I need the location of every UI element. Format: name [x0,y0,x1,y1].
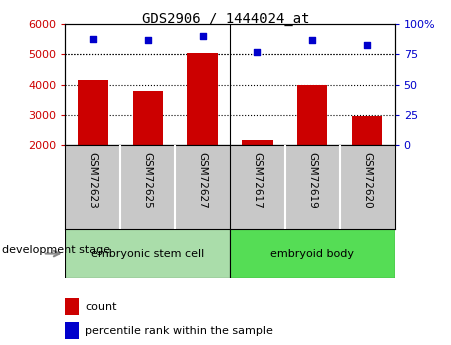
Text: count: count [85,302,117,312]
Text: GSM72619: GSM72619 [307,152,318,208]
Point [254,49,261,55]
Text: embryoid body: embryoid body [270,249,354,258]
Text: percentile rank within the sample: percentile rank within the sample [85,326,273,336]
Point [309,37,316,42]
Point [144,37,152,42]
Text: GSM72625: GSM72625 [143,152,153,208]
Bar [297,85,327,145]
Text: GSM72617: GSM72617 [253,152,262,208]
Text: GDS2906 / 1444024_at: GDS2906 / 1444024_at [142,12,309,26]
Bar [352,116,382,145]
Point [89,36,97,41]
Text: GSM72627: GSM72627 [198,152,207,208]
Bar [133,90,163,145]
Point [364,42,371,48]
Bar [242,140,272,145]
Bar [65,229,230,278]
Point [199,33,206,39]
Bar [230,229,395,278]
Text: GSM72620: GSM72620 [362,152,372,208]
Bar [65,298,78,315]
Bar [65,322,78,339]
Text: development stage: development stage [2,245,110,255]
Text: GSM72623: GSM72623 [88,152,98,208]
Text: embryonic stem cell: embryonic stem cell [91,249,204,258]
Bar [188,53,218,145]
Bar [78,80,108,145]
